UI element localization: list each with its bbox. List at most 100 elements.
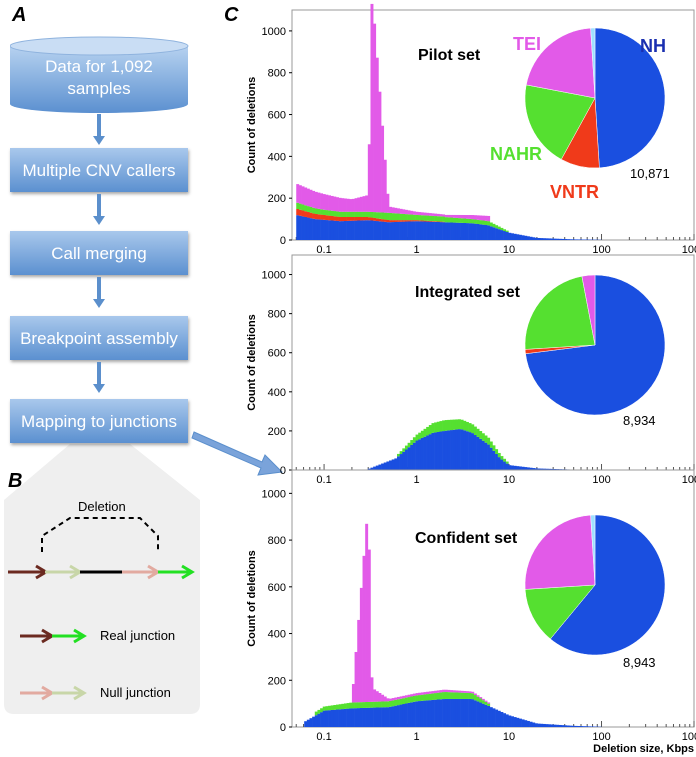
bar-nh	[476, 436, 480, 470]
bar-nh	[428, 221, 432, 240]
bar-nahr	[396, 453, 400, 457]
bar-nh	[476, 223, 480, 240]
bar-tei	[436, 690, 440, 693]
bar-tei	[434, 690, 438, 694]
bar-tei	[436, 213, 440, 217]
bar-nh	[317, 713, 321, 727]
bar-nh	[434, 221, 438, 240]
bar-vntr	[322, 214, 326, 220]
bar-nh	[346, 708, 350, 727]
bar-nahr	[325, 210, 329, 216]
bar-nahr	[487, 221, 491, 226]
bar-nahr	[336, 704, 339, 710]
bar-nahr	[497, 452, 501, 458]
bar-nh	[495, 453, 499, 470]
bar-tei	[410, 694, 414, 697]
bar-nh	[370, 467, 374, 470]
bar-nh	[569, 239, 573, 240]
bar-nh	[359, 220, 363, 240]
bar-nh	[566, 725, 570, 727]
bar-nh	[566, 239, 570, 240]
bar-nahr	[442, 692, 446, 700]
bar-nahr	[378, 701, 382, 708]
bar-nahr	[471, 219, 475, 224]
bar-nh	[444, 698, 448, 727]
bar-nahr	[370, 701, 374, 708]
bar-nh	[383, 707, 387, 727]
bar-nh	[447, 430, 451, 470]
bar-nh	[442, 699, 446, 727]
bar-nh	[489, 707, 493, 727]
bar-tei	[468, 691, 472, 694]
bar-nahr	[450, 692, 453, 699]
bar-nahr	[389, 700, 392, 707]
bar-nh	[465, 223, 469, 240]
bar-nahr	[343, 211, 347, 217]
bar-nh	[463, 430, 467, 470]
bar-nahr	[473, 219, 477, 224]
bar-nahr	[444, 217, 448, 223]
bar-tei	[354, 651, 358, 703]
bar-nahr	[484, 701, 488, 705]
pie-legend-label: NAHR	[490, 144, 542, 164]
bar-vntr	[391, 220, 395, 223]
bar-nh	[394, 458, 398, 470]
bar-nahr	[450, 419, 453, 431]
bar-nh	[343, 708, 347, 727]
bar-nh	[521, 466, 525, 470]
bar-nh	[572, 239, 575, 240]
bar-nh	[320, 219, 324, 240]
y-tick-label: 800	[268, 535, 286, 547]
bar-nahr	[505, 461, 509, 464]
bar-nahr	[465, 218, 469, 224]
bar-nh	[561, 238, 565, 240]
bar-nh	[386, 707, 390, 727]
bar-nahr	[396, 699, 400, 706]
bar-tei	[434, 213, 438, 217]
bar-nahr	[426, 426, 430, 436]
bar-tei	[476, 695, 480, 697]
y-tick-label: 800	[268, 309, 286, 321]
bar-nahr	[471, 424, 475, 434]
bar-nh	[426, 700, 430, 727]
bar-nh	[412, 701, 416, 727]
bar-nh	[399, 221, 403, 240]
bar-nh	[383, 462, 387, 470]
bar-nahr	[362, 211, 366, 217]
bar-vntr	[423, 220, 427, 222]
bar-nh	[386, 222, 390, 240]
bar-nh	[373, 466, 377, 470]
bar-tei	[402, 209, 406, 214]
bar-tei	[346, 198, 350, 212]
bar-nh	[415, 221, 419, 240]
bar-nahr	[314, 208, 318, 214]
bar-tei	[365, 523, 369, 703]
bar-nh	[511, 465, 514, 470]
bar-nh	[479, 702, 483, 727]
bar-nahr	[476, 696, 480, 702]
bar-tei	[333, 196, 337, 212]
bar-nh	[381, 463, 385, 470]
bar-tei	[460, 690, 464, 693]
bar-nh	[457, 429, 461, 470]
bar-tei	[439, 690, 443, 693]
bar-nh	[412, 221, 416, 240]
bar-nh	[404, 449, 408, 470]
bar-nh	[428, 434, 432, 470]
bar-nh	[550, 238, 554, 240]
bar-nahr	[481, 700, 485, 704]
bar-vntr	[420, 220, 424, 222]
bar-tei	[420, 212, 424, 216]
bar-tei	[389, 698, 392, 701]
bar-tei	[375, 691, 379, 702]
bar-nahr	[330, 705, 334, 710]
bar-vntr	[333, 216, 337, 221]
bar-nh	[436, 221, 440, 240]
bar-nh	[399, 454, 403, 470]
x-tick-label: 1	[413, 731, 419, 743]
bar-nh	[370, 707, 374, 727]
bar-nh	[370, 220, 374, 240]
y-tick-label: 200	[268, 675, 286, 687]
bar-nahr	[312, 207, 316, 214]
